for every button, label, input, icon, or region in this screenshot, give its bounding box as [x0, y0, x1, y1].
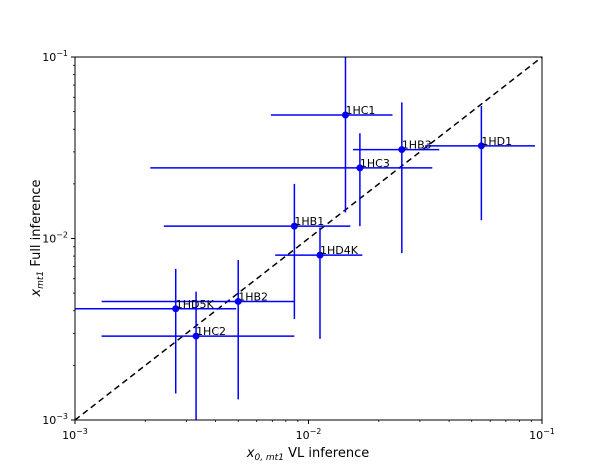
x-tick-label-0: 10−3 [62, 427, 88, 442]
y-axis-label-sub: mt1 [36, 271, 46, 289]
identity-reference-line [74, 56, 543, 421]
point-label-1hb2: 1HB2 [238, 290, 268, 303]
y-axis-label-rest: Full inference [29, 179, 44, 270]
point-label-layer: 1HC1 1HB3 1HD1 1HC3 1HB1 1HD4K 1HB2 1HD5K 1HC2 [176, 104, 512, 338]
reference-line-layer [74, 56, 543, 421]
x-axis-label: x0, mt1 VL inference [246, 446, 369, 463]
data-point-1hd5k [172, 305, 180, 313]
point-label-1hd5k: 1HD5K [176, 298, 215, 311]
data-point-1hb2 [234, 297, 242, 305]
point-layer [172, 111, 485, 340]
y-axis-label: xmt1 Full inference [29, 179, 46, 297]
data-point-1hb1 [290, 222, 298, 230]
x-tick-label-1: 10−2 [296, 427, 322, 442]
data-point-1hc3 [356, 164, 364, 172]
data-point-1hc1 [341, 111, 349, 119]
y-tick-label-1: 10−2 [42, 231, 68, 246]
y-tick-label-2: 10−1 [42, 49, 68, 64]
point-label-1hc2: 1HC2 [196, 325, 226, 338]
point-label-1hd4k: 1HD4K [320, 244, 359, 257]
y-axis-label-main: x [29, 289, 44, 298]
data-point-1hd1 [477, 142, 485, 150]
x-axis-label-main: x [246, 446, 255, 461]
x-axis-label-sub: 0, mt1 [254, 453, 283, 463]
x-tick-label-2: 10−1 [529, 427, 555, 442]
point-label-1hb1: 1HB1 [294, 215, 324, 228]
point-label-1hc1: 1HC1 [345, 104, 375, 117]
point-label-1hd1: 1HD1 [481, 135, 512, 148]
x-axis-label-rest: VL inference [284, 446, 369, 461]
tick-layer: 10−3 10−2 10−1 10−3 10−2 10−1 [42, 49, 555, 442]
point-label-1hc3: 1HC3 [360, 157, 390, 170]
error-bar-layer [75, 57, 535, 420]
data-point-1hb3 [398, 146, 406, 154]
point-label-1hb3: 1HB3 [402, 139, 432, 152]
data-point-1hc2 [192, 332, 200, 340]
data-point-1hd4k [316, 251, 324, 259]
y-tick-label-0: 10−3 [42, 412, 68, 427]
